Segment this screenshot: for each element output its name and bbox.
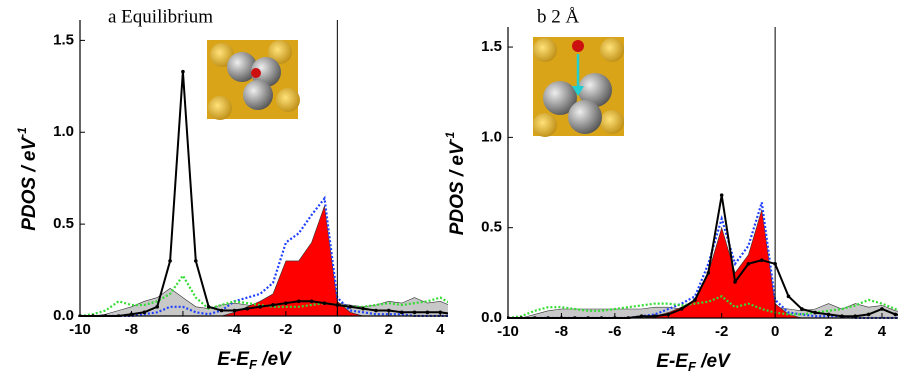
y-axis-label: PDOS / eV-1 xyxy=(15,127,40,231)
y-tick-label: 1.0 xyxy=(481,128,502,145)
y-axis-label-main: PDOS / eV xyxy=(447,141,468,235)
point xyxy=(880,307,884,311)
x-tick-label: -6 xyxy=(608,323,621,340)
point xyxy=(800,307,804,311)
y-tick-label: 1.0 xyxy=(53,123,74,140)
point xyxy=(813,311,817,315)
y-tick-label: 0.5 xyxy=(53,215,74,232)
x-axis-label-main: E-E xyxy=(656,351,689,372)
x-tick-label: 0 xyxy=(771,323,779,340)
point xyxy=(733,280,737,284)
point xyxy=(374,309,378,313)
x-tick-label: 4 xyxy=(878,323,887,340)
y-tick-label: 0.5 xyxy=(481,219,502,236)
y-axis-label-main: PDOS / eV xyxy=(19,137,40,231)
area-series xyxy=(80,206,466,316)
point xyxy=(194,259,198,263)
point xyxy=(143,311,147,315)
point xyxy=(297,300,301,304)
x-axis-label: E-EF /eV xyxy=(656,351,731,374)
point xyxy=(451,312,455,316)
point xyxy=(760,258,764,262)
point xyxy=(413,311,417,315)
point xyxy=(207,305,211,309)
x-axis-label-unit: /eV xyxy=(696,351,731,372)
point xyxy=(245,307,249,311)
figure: 0.00.51.01.5-10-8-6-4-2024a EquilibriumE… xyxy=(0,0,898,377)
point xyxy=(400,311,404,315)
point xyxy=(220,309,224,313)
point xyxy=(310,300,314,304)
x-axis-label: E-EF /eV xyxy=(217,349,292,372)
panel-title: b 2 Å xyxy=(537,6,580,27)
point xyxy=(348,305,352,309)
x-axis-label-unit: /eV xyxy=(257,349,292,370)
y-axis-label-sup: -1 xyxy=(15,127,29,138)
inset-b xyxy=(533,37,624,137)
point xyxy=(361,307,365,311)
x-tick-label: 2 xyxy=(385,321,393,338)
x-tick-label: -8 xyxy=(555,323,568,340)
point xyxy=(867,313,871,317)
point xyxy=(680,307,684,311)
x-tick-label: 0 xyxy=(333,321,341,338)
point xyxy=(787,295,791,299)
y-axis-label: PDOS / eV-1 xyxy=(443,131,468,235)
point xyxy=(747,262,751,266)
plot-area xyxy=(506,193,898,319)
point xyxy=(894,313,898,317)
x-tick-label: 2 xyxy=(824,323,832,340)
point xyxy=(426,311,430,315)
x-tick-label: -2 xyxy=(279,321,292,338)
panel-title: a Equilibrium xyxy=(108,6,213,27)
point xyxy=(258,305,262,309)
x-tick-label: -4 xyxy=(228,321,242,338)
x-tick-label: -10 xyxy=(497,323,519,340)
x-tick-label: -10 xyxy=(69,321,91,338)
point xyxy=(707,271,711,275)
point xyxy=(464,312,468,316)
y-axis-label-sup: -1 xyxy=(443,131,457,142)
point xyxy=(181,70,185,74)
x-tick-label: 4 xyxy=(436,321,445,338)
point xyxy=(284,301,288,305)
x-tick-label: -2 xyxy=(715,323,728,340)
y-tick-label: 1.5 xyxy=(481,38,502,55)
x-tick-label: -6 xyxy=(176,321,189,338)
x-tick-label: -8 xyxy=(125,321,138,338)
x-tick-label: -4 xyxy=(662,323,676,340)
point xyxy=(155,305,159,309)
point xyxy=(168,259,172,263)
inset-a xyxy=(207,40,300,120)
point xyxy=(693,298,697,302)
point xyxy=(271,303,275,307)
point xyxy=(323,301,327,305)
x-axis-label-main: E-E xyxy=(217,349,250,370)
point xyxy=(720,193,724,197)
y-tick-label: 1.5 xyxy=(53,31,74,48)
